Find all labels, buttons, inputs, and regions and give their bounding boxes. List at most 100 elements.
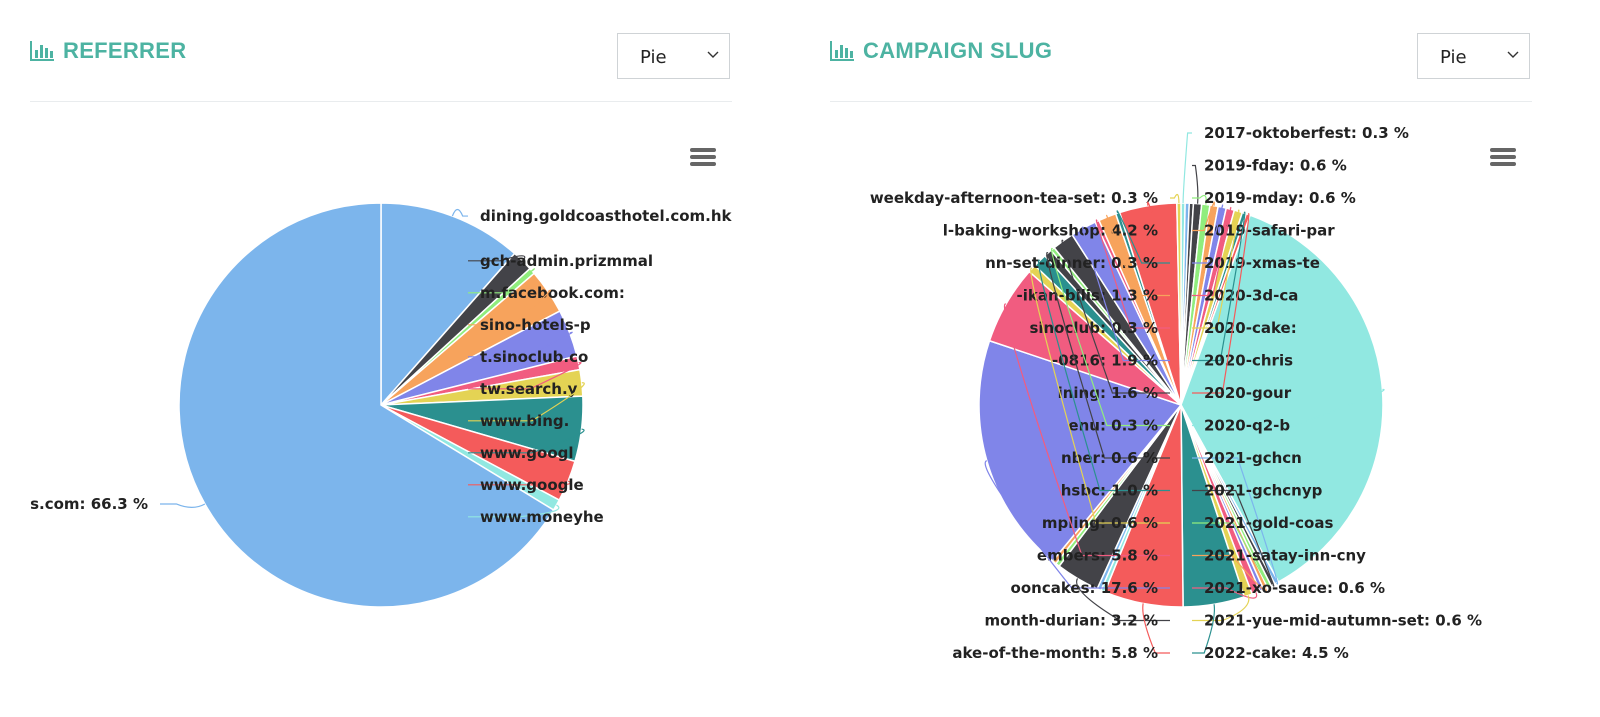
pie-label: sino-hotels-p	[480, 316, 591, 334]
pie-label: 2021-gchcn	[1204, 449, 1302, 467]
pie-label: 2021-gold-coas	[1204, 514, 1333, 532]
pie-label: 2019-safari-par	[1204, 222, 1335, 240]
pie-connector	[1192, 204, 1224, 264]
pie-label: l-baking-workshop: 4.2 %	[943, 222, 1158, 240]
pie-connector	[1192, 209, 1240, 329]
pie-label: 2020-3d-ca	[1204, 287, 1298, 305]
pie-connector	[984, 460, 1170, 589]
pie-label: embers: 5.8 %	[1037, 547, 1158, 565]
pie-connector	[1170, 193, 1180, 204]
pie-label: 2017-oktoberfest: 0.3 %	[1204, 124, 1409, 142]
pie-label: enu: 0.3 %	[1068, 417, 1158, 435]
pie-label: sinoclub: 0.3 %	[1029, 319, 1158, 337]
pie-label: -0816: 1.9 %	[1052, 352, 1158, 370]
bar-chart-icon	[30, 41, 54, 61]
pie-label: m.facebook.com:	[480, 284, 625, 302]
referrer-chart-type-select[interactable]: Pie	[617, 33, 730, 79]
pie-label: 2020-chris	[1204, 352, 1293, 370]
referrer-panel: REFERRER Pie dining.goldcoasthotel.com.h…	[30, 0, 732, 717]
pie-label: 2020-q2-b	[1204, 417, 1290, 435]
pie-connector	[1116, 210, 1170, 264]
pie-connector	[1192, 206, 1232, 297]
pie-slice[interactable]	[978, 339, 1182, 562]
pie-label: 2019-mday: 0.6 %	[1204, 189, 1356, 207]
chevron-down-icon	[1507, 51, 1519, 58]
hamburger-menu-icon[interactable]	[690, 148, 716, 168]
pie-connector	[1037, 259, 1170, 492]
campaign-panel-header: CAMPAIGN SLUG Pie	[830, 0, 1532, 102]
pie-connector	[468, 428, 585, 454]
pie-label: -ikan-bilis: 1.3 %	[1016, 287, 1158, 305]
pie-label: www.bing.	[480, 412, 569, 430]
pie-connector	[1106, 214, 1170, 297]
pie-connector	[1003, 303, 1170, 557]
pie-connector	[1082, 226, 1170, 362]
referrer-panel-header: REFERRER Pie	[30, 0, 732, 102]
pie-label: ooncakes: 17.6 %	[1011, 579, 1158, 597]
pie-connector	[1192, 194, 1207, 205]
pie-connector	[1192, 595, 1250, 622]
pie-connector	[1192, 554, 1267, 592]
pie-connector	[1192, 522, 1271, 589]
pie-connector	[1192, 211, 1246, 362]
pie-connector	[1192, 213, 1250, 394]
pie-connector	[1192, 604, 1216, 654]
pie-label: ining: 1.6 %	[1058, 384, 1158, 402]
pie-connector	[468, 361, 582, 390]
pie-connector	[1076, 578, 1170, 622]
pie-label: month-durian: 3.2 %	[985, 612, 1159, 630]
pie-label: 2019-xmas-te	[1204, 254, 1320, 272]
pie-connector	[468, 480, 571, 486]
pie-connector	[1050, 247, 1170, 427]
pie-label: ake-of-the-month: 5.8 %	[952, 644, 1158, 662]
pie-connector	[1061, 239, 1170, 394]
pie-svg: dining.goldcoasthotel.com.hk: 1 gch-admin…	[30, 202, 732, 608]
pie-label: hsbc: 1.0 %	[1061, 482, 1158, 500]
pie-connector	[1192, 489, 1275, 587]
pie-label: nber: 0.6 %	[1061, 449, 1158, 467]
pie-connector	[1146, 201, 1170, 232]
pie-label: 2021-xo-sauce: 0.6 %	[1204, 579, 1385, 597]
pie-label: weekday-afternoon-tea-set: 0.3 %	[870, 189, 1158, 207]
pie-label: dining.goldcoasthotel.com.hk: 1	[480, 207, 732, 225]
pie-connector	[451, 208, 468, 217]
pie-label: els.com: 66.3 %	[30, 495, 148, 513]
chevron-down-icon	[707, 51, 719, 58]
pie-connector	[1192, 201, 1216, 232]
referrer-select-value: Pie	[640, 47, 667, 68]
pie-connector	[468, 289, 551, 326]
pie-connector	[1142, 603, 1170, 654]
pie-connector	[468, 255, 526, 262]
pie-label: gch-admin.prizmmal	[480, 252, 653, 270]
pie-slice[interactable]	[380, 202, 516, 406]
pie-connector	[1192, 164, 1199, 204]
campaign-chart-type-select[interactable]: Pie	[1417, 33, 1530, 79]
pie-connector	[468, 331, 573, 358]
pie-connector	[468, 268, 535, 294]
campaign-select-value: Pie	[1440, 47, 1467, 68]
pie-label: mpling: 0.6 %	[1042, 514, 1158, 532]
campaign-title-group: CAMPAIGN SLUG	[830, 38, 1052, 64]
pie-slice[interactable]	[1176, 202, 1182, 406]
pie-connector	[1192, 388, 1385, 427]
pie-label: www.googl	[480, 444, 574, 462]
pie-label: 2021-yue-mid-autumn-set: 0.6 %	[1204, 612, 1482, 630]
pie-label: www.google	[480, 476, 584, 494]
pie-connector	[160, 503, 206, 509]
pie-label: www.moneyhe	[480, 508, 604, 526]
pie-label: t.sinoclub.co	[480, 348, 588, 366]
hamburger-menu-icon[interactable]	[1490, 148, 1516, 168]
pie-connector	[1046, 252, 1170, 459]
pie-label: 2020-gour	[1204, 384, 1292, 402]
campaign-title: CAMPAIGN SLUG	[863, 38, 1053, 63]
pie-connector	[468, 504, 560, 518]
referrer-title: REFERRER	[63, 38, 187, 63]
campaign-panel: CAMPAIGN SLUG Pie 2017-oktoberfest: 0.3 …	[830, 0, 1532, 717]
pie-connector	[468, 382, 585, 422]
pie-label: tw.search.y	[480, 380, 578, 398]
pie-connector	[1030, 267, 1170, 524]
pie-connector	[1095, 219, 1170, 329]
pie-label: 2022-cake: 4.5 %	[1204, 644, 1349, 662]
campaign-pie-chart: 2017-oktoberfest: 0.3 % 2019-fday: 0.6 % 2…	[830, 120, 1532, 700]
pie-connector	[1182, 132, 1192, 204]
